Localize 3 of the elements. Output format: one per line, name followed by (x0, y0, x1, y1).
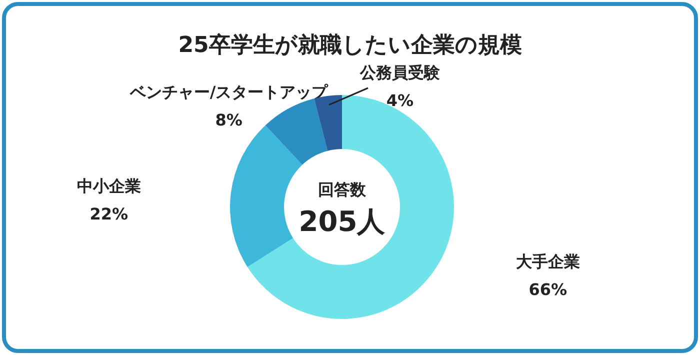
text: 回答数 (318, 180, 367, 199)
text: 205人 (298, 205, 386, 238)
chart-title: 25卒学生が就職したい企業の規模 (178, 32, 522, 58)
